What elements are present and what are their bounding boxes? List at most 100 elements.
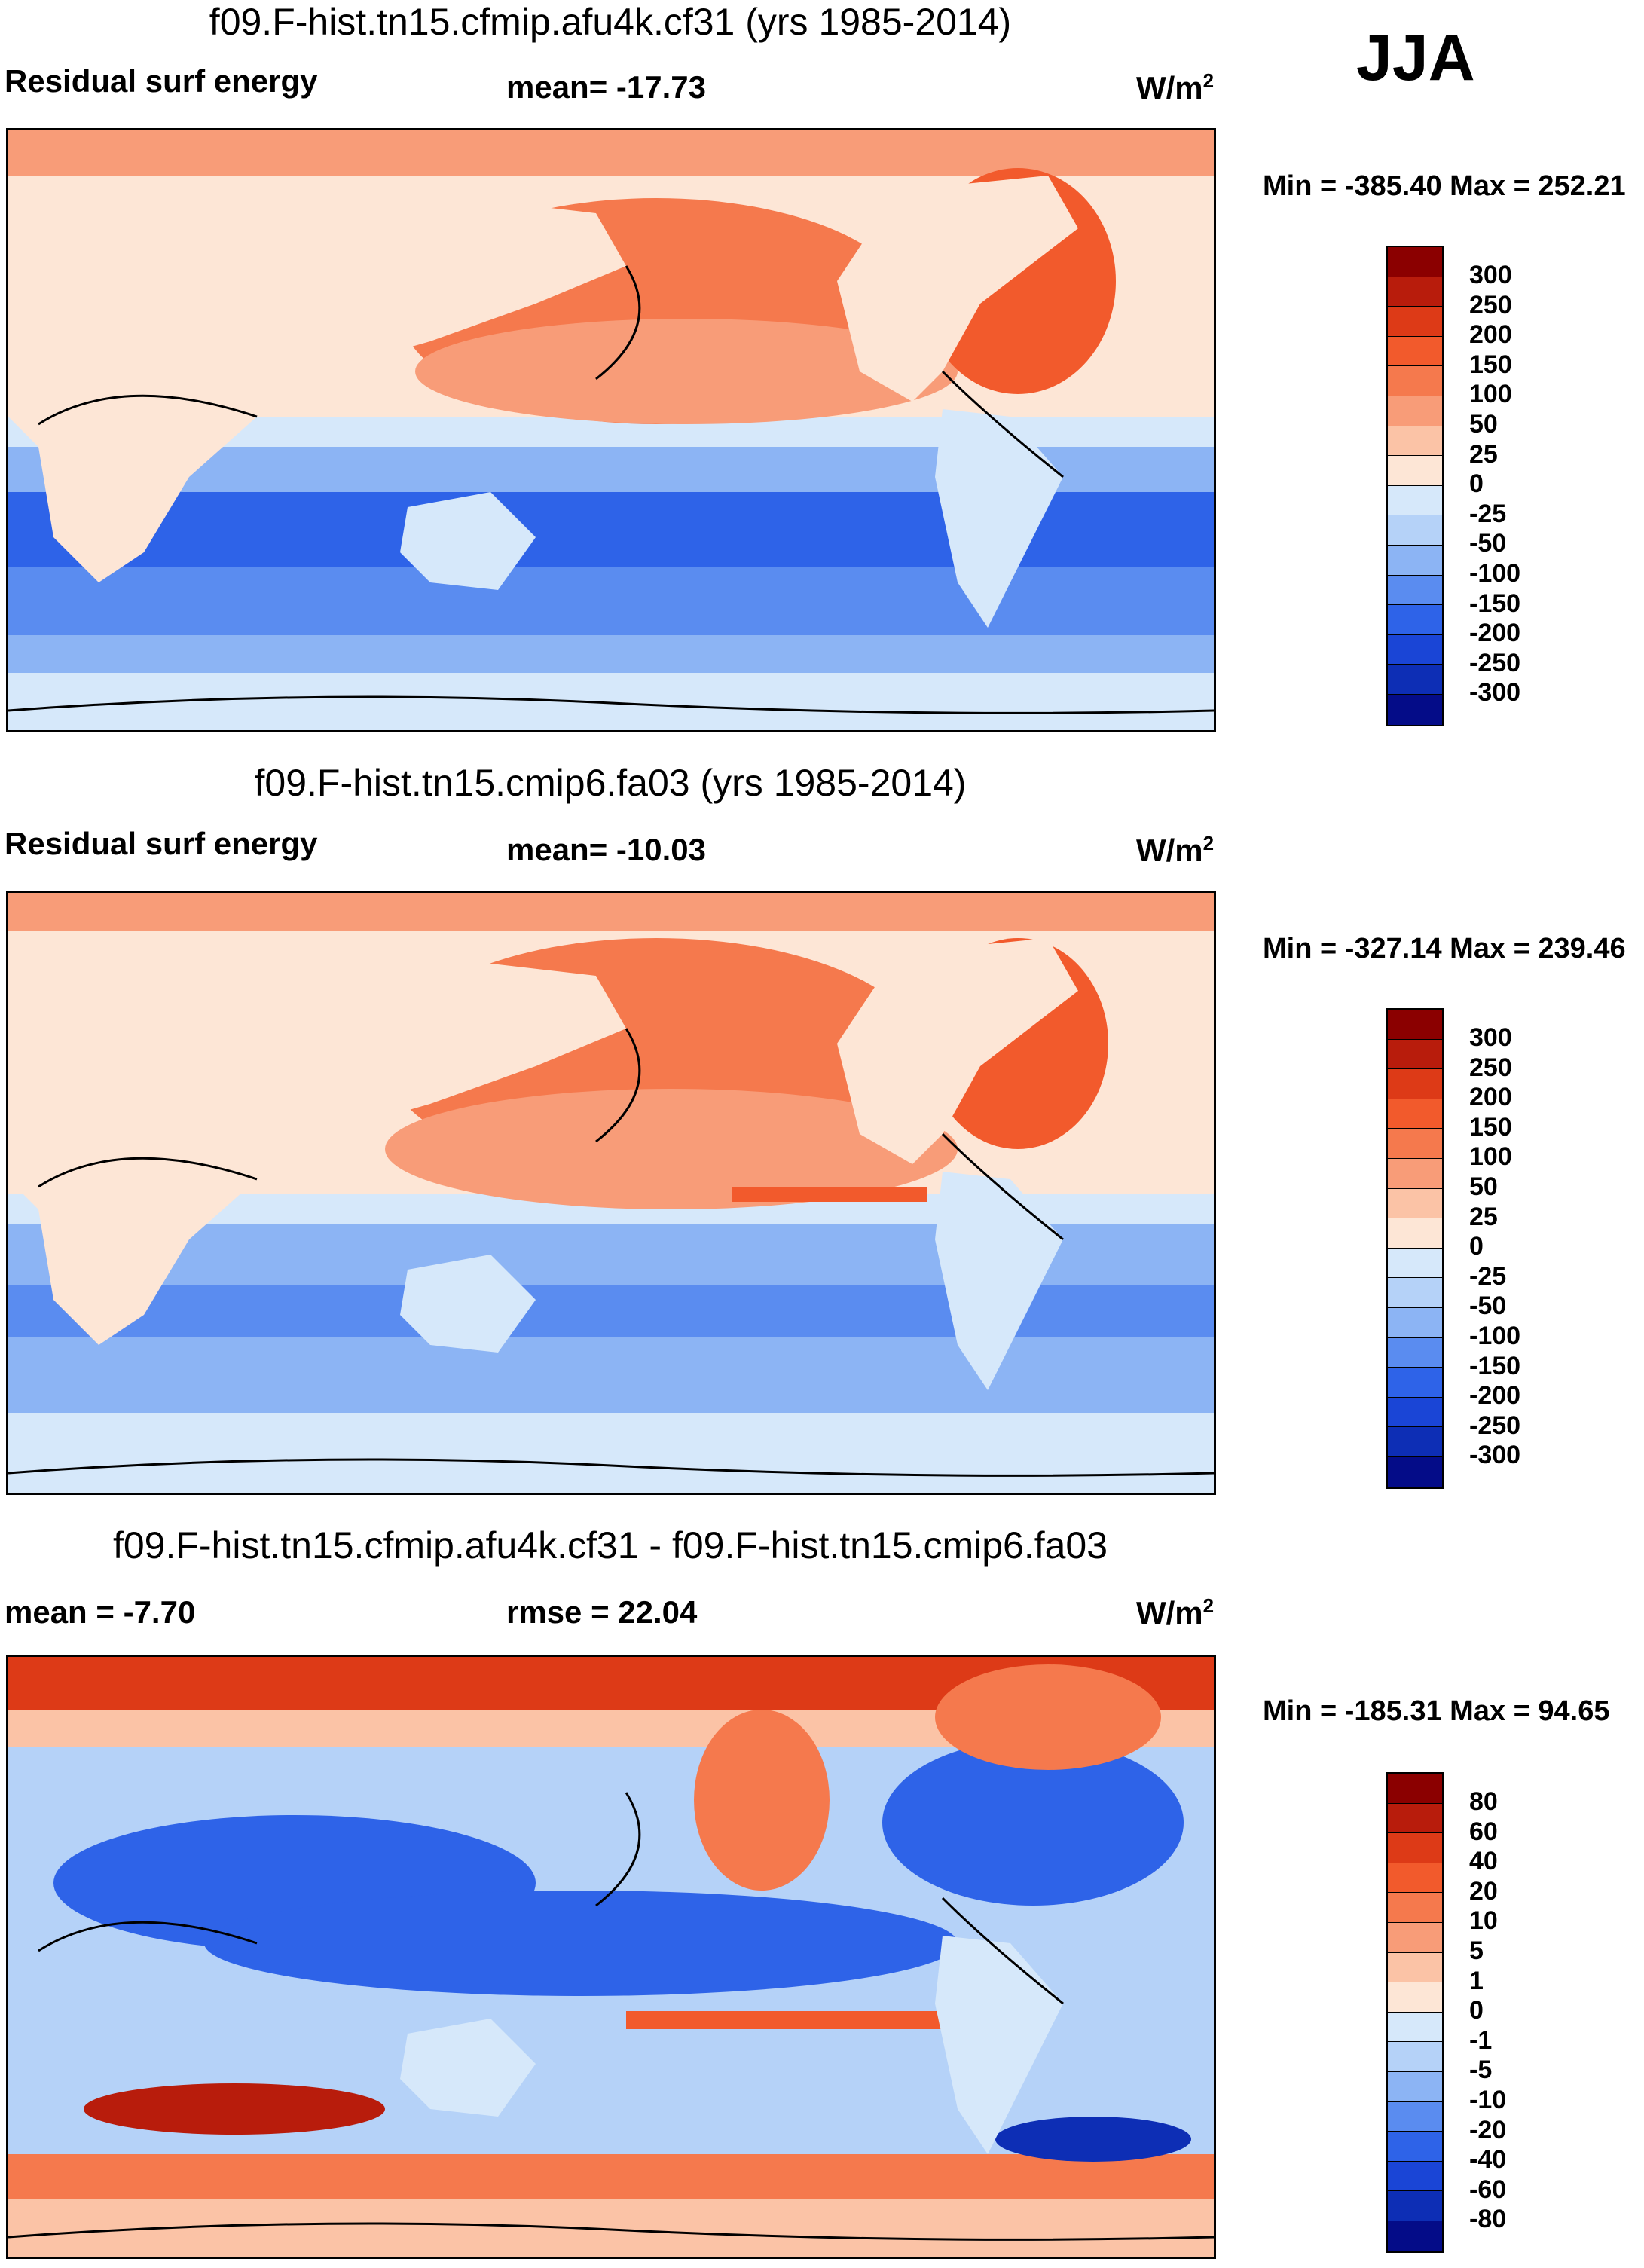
panel-diff-mean-label: mean = -7.70 — [5, 1594, 196, 1630]
colorbar-tick-label: -150 — [1469, 588, 1521, 618]
colorbar-cell — [1388, 605, 1442, 635]
colorbar-tick-label: -60 — [1469, 2175, 1507, 2204]
colorbar-cell — [1388, 1039, 1442, 1070]
panel-diff-minmax: Min = -185.31 Max = 94.65 — [1263, 1695, 1610, 1727]
colorbar-tick-label: 50 — [1469, 409, 1498, 439]
colorbar-tick-label: 250 — [1469, 1053, 1512, 1082]
colorbar-cell — [1388, 1397, 1442, 1428]
colorbar-cell — [1388, 2221, 1442, 2251]
colorbar-tick-label: 200 — [1469, 320, 1512, 350]
panel-top-mean-label: mean= -17.73 — [506, 69, 707, 105]
colorbar-tick-label: 10 — [1469, 1906, 1498, 1936]
colorbar-tick-label: 100 — [1469, 1142, 1512, 1172]
colorbar-tick-label: -150 — [1469, 1351, 1521, 1380]
panel-top-minmax: Min = -385.40 Max = 252.21 — [1263, 170, 1626, 202]
colorbar-tick-label: -200 — [1469, 1381, 1521, 1411]
colorbar-cell — [1388, 366, 1442, 396]
panel-top-colorbar-ticks: 300 250 200 150 100 50 25 0 -25 -50 -100 -150 -200 -2… — [1469, 261, 1520, 708]
colorbar-tick-label: 300 — [1469, 261, 1512, 289]
colorbar-cell — [1388, 1774, 1442, 1804]
colorbar-tick-label: -20 — [1469, 2115, 1507, 2144]
colorbar-cell — [1388, 515, 1442, 546]
colorbar-cell — [1388, 1337, 1442, 1368]
panel-middle-title: f09.F-hist.tn15.cmip6.fa03 (yrs 1985-201… — [254, 762, 967, 804]
colorbar-cell — [1388, 1456, 1442, 1487]
colorbar-tick-label: -5 — [1469, 2056, 1493, 2085]
panel-top-title: f09.F-hist.tn15.cfmip.afu4k.cf31 (yrs 19… — [209, 1, 1012, 43]
panel-middle-units: W/m2 — [1136, 832, 1215, 868]
colorbar-tick-label: -80 — [1469, 2205, 1507, 2234]
colorbar-tick-label: 0 — [1469, 1232, 1484, 1261]
colorbar-tick-label: 80 — [1469, 1787, 1498, 1816]
colorbar-tick-label: 25 — [1469, 439, 1498, 469]
colorbar-cell — [1388, 1278, 1442, 1308]
colorbar-tick-label: -250 — [1469, 648, 1521, 677]
colorbar-tick-label: 0 — [1469, 469, 1484, 499]
panel-diff-rmse-label: rmse = 22.04 — [506, 1594, 698, 1630]
colorbar-tick-label: -300 — [1469, 1441, 1521, 1470]
panel-middle-colorbar-ticks: 300 250 200 150 100 50 25 0 -25 -50 -100 -150 -200 -2… — [1469, 1023, 1520, 1471]
colorbar-cell — [1388, 665, 1442, 695]
colorbar-cell — [1388, 456, 1442, 486]
colorbar-tick-label: -100 — [1469, 558, 1521, 588]
colorbar-cell — [1388, 575, 1442, 606]
colorbar-tick-label: 150 — [1469, 350, 1512, 379]
colorbar-tick-label: 25 — [1469, 1202, 1498, 1231]
panel-middle-variable-label: Residual surf energy — [5, 826, 318, 861]
colorbar-tick-label: -200 — [1469, 619, 1521, 648]
colorbar-cell — [1388, 694, 1442, 725]
colorbar-tick-label: 250 — [1469, 290, 1512, 319]
colorbar-cell — [1388, 1833, 1442, 1863]
colorbar-tick-label: 20 — [1469, 1876, 1498, 1906]
colorbar-cell — [1388, 1952, 1442, 1983]
colorbar-tick-label: 200 — [1469, 1083, 1512, 1112]
colorbar-cell — [1388, 2191, 1442, 2221]
colorbar-tick-label: -40 — [1469, 2145, 1507, 2175]
colorbar-cell — [1388, 2012, 1442, 2043]
colorbar-tick-label: -50 — [1469, 1291, 1507, 1321]
colorbar-cell — [1388, 426, 1442, 457]
colorbar-cell — [1388, 2132, 1442, 2162]
colorbar-cell — [1388, 1129, 1442, 1159]
colorbar-tick-label: -250 — [1469, 1411, 1521, 1440]
colorbar-tick-label: 40 — [1469, 1847, 1498, 1876]
panel-middle-minmax: Min = -327.14 Max = 239.46 — [1263, 933, 1626, 964]
panel-middle-map — [6, 891, 1216, 1495]
colorbar-cell — [1388, 1218, 1442, 1249]
colorbar-tick-label: -10 — [1469, 2085, 1507, 2114]
panel-diff-colorbar-ticks: 80 60 40 20 10 5 1 0 -1 -5 -10 -20 -40 -60 -80 — [1469, 1787, 1506, 2235]
colorbar-cell — [1388, 247, 1442, 277]
panel-diff-title: f09.F-hist.tn15.cfmip.afu4k.cf31 - f09.F… — [112, 1524, 1108, 1567]
colorbar-cell — [1388, 634, 1442, 665]
colorbar-cell — [1388, 336, 1442, 367]
colorbar-tick-label: -1 — [1469, 2025, 1493, 2055]
colorbar-cell — [1388, 307, 1442, 337]
colorbar-cell — [1388, 1863, 1442, 1894]
colorbar-cell — [1388, 1982, 1442, 2013]
colorbar-cell — [1388, 1099, 1442, 1129]
colorbar-tick-label: 60 — [1469, 1817, 1498, 1846]
colorbar-cell — [1388, 545, 1442, 576]
colorbar-cell — [1388, 2101, 1442, 2132]
colorbar-cell — [1388, 396, 1442, 426]
panel-diff-colorbar — [1386, 1772, 1444, 2253]
colorbar-cell — [1388, 2161, 1442, 2192]
panel-diff-map — [6, 1655, 1216, 2259]
colorbar-cell — [1388, 2071, 1442, 2102]
panel-top-variable-label: Residual surf energy — [5, 63, 318, 99]
season-label: JJA — [1356, 22, 1475, 94]
colorbar-cell — [1388, 1188, 1442, 1219]
colorbar-tick-label: -25 — [1469, 1261, 1507, 1291]
panel-top-units: W/m2 — [1136, 69, 1215, 105]
colorbar-tick-label: -100 — [1469, 1321, 1521, 1350]
colorbar-cell — [1388, 2042, 1442, 2072]
panel-middle-colorbar — [1386, 1008, 1444, 1489]
panel-top-colorbar — [1386, 246, 1444, 726]
panel-diff-units: W/m2 — [1136, 1594, 1215, 1631]
colorbar-tick-label: 5 — [1469, 1936, 1484, 1965]
colorbar-tick-label: -25 — [1469, 499, 1507, 528]
colorbar-tick-label: 100 — [1469, 380, 1512, 409]
colorbar-cell — [1388, 1158, 1442, 1189]
colorbar-cell — [1388, 1010, 1442, 1040]
colorbar-cell — [1388, 1893, 1442, 1923]
